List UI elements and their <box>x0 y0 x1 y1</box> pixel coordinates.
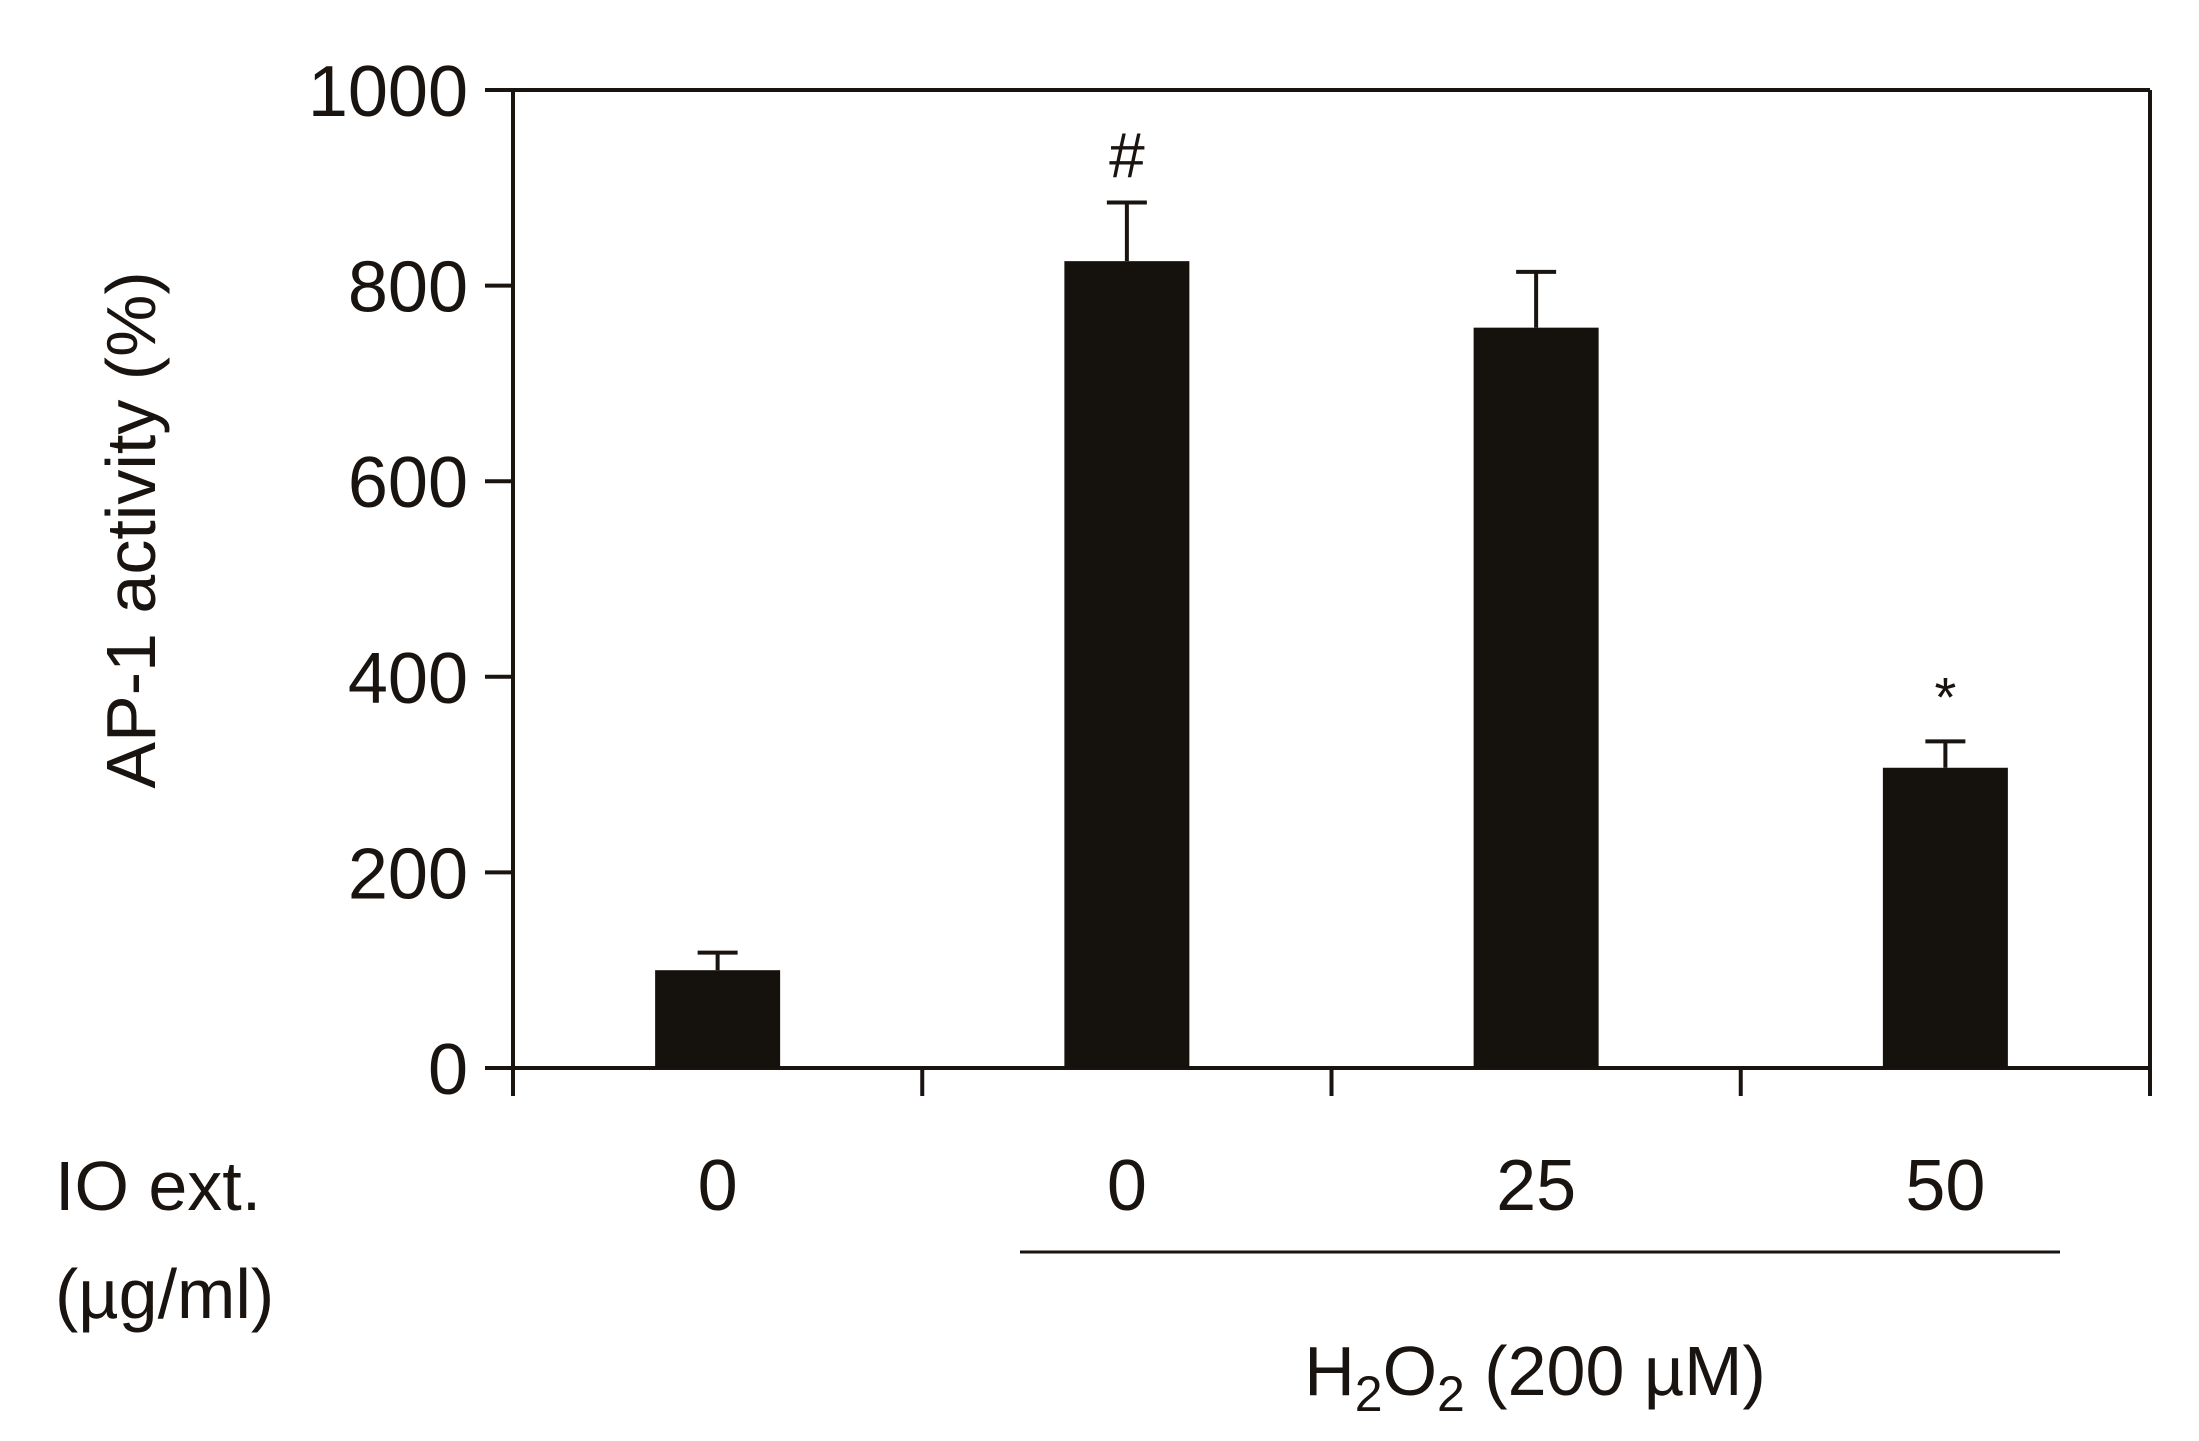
x-category-label: 50 <box>1905 1146 1985 1226</box>
y-tick-label: 0 <box>428 1030 468 1110</box>
bar <box>1882 767 2008 1068</box>
y-tick-label: 600 <box>348 443 468 523</box>
significance-marker: * <box>1934 665 1956 728</box>
treatment-group-label: H2O2 (200 µM) <box>1304 1332 1766 1422</box>
x-row-label-line1: IO ext. <box>55 1147 261 1225</box>
bar <box>1473 327 1599 1068</box>
x-row-label-line2: (µg/ml) <box>55 1255 274 1333</box>
y-tick-label: 1000 <box>308 52 468 132</box>
bar <box>655 970 781 1068</box>
significance-marker: # <box>1109 119 1145 191</box>
y-tick-label: 200 <box>348 834 468 914</box>
bar <box>1064 261 1190 1068</box>
plot-area: 0 200 400 600 800 1000 0 0 #25 50 * <box>308 52 2152 1226</box>
y-axis-label: AP-1 activity (%) <box>92 271 170 788</box>
x-category-label: 25 <box>1496 1146 1576 1226</box>
y-tick-label: 800 <box>348 248 468 328</box>
y-tick-label: 400 <box>348 639 468 719</box>
x-category-label: 0 <box>1107 1146 1147 1226</box>
x-category-label: 0 <box>698 1146 738 1226</box>
